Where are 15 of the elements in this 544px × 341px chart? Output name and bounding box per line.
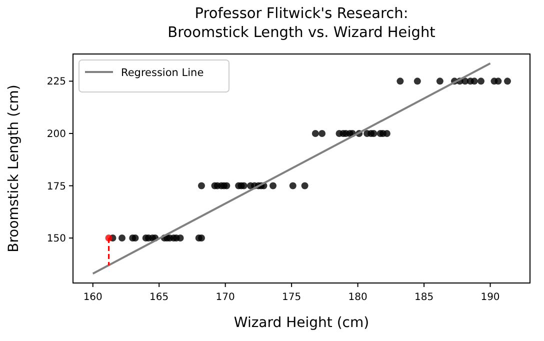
x-tick-label: 180 [348, 292, 368, 303]
y-tick-label: 225 [46, 76, 66, 88]
y-tick-label: 175 [46, 181, 66, 192]
y-axis-title: Broomstick Length (cm) [6, 84, 22, 252]
x-axis-title: Wizard Height (cm) [234, 315, 370, 331]
x-tick-label: 170 [216, 292, 235, 303]
x-tick-label: 165 [150, 292, 169, 303]
x-tick-label: 185 [414, 292, 434, 303]
x-tick-label: 160 [83, 292, 102, 303]
x-tick-label: 175 [282, 292, 302, 303]
legend-label: Regression Line [121, 67, 204, 79]
chart-title: Professor Flitwick's Research: Broomstick Length vs. Wizard Height [168, 6, 436, 41]
x-tick-label: 190 [480, 292, 500, 303]
y-tick-label: 200 [46, 128, 66, 140]
y-tick-label: 150 [46, 234, 66, 245]
